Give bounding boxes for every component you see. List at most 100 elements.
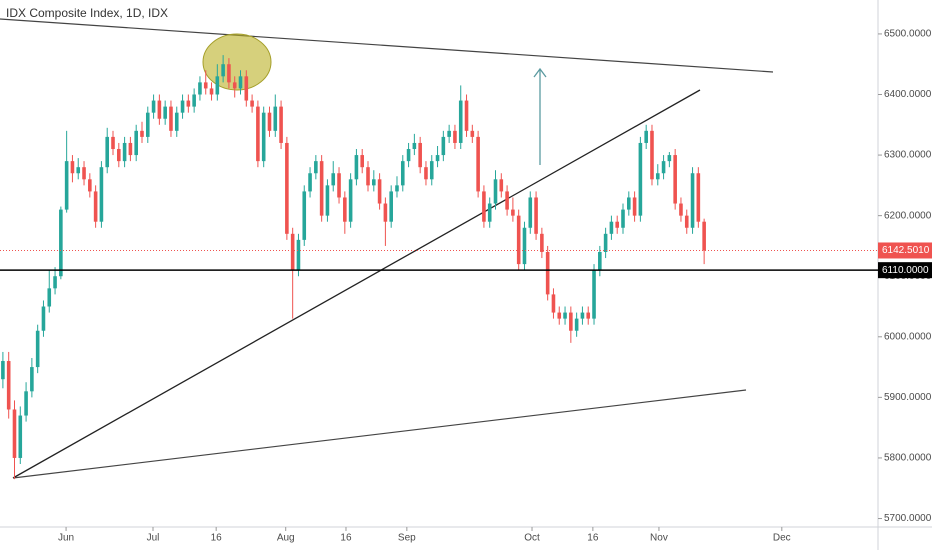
candle-body bbox=[650, 130, 654, 180]
y-tick-label: 6000.0000 bbox=[884, 331, 932, 342]
level-label: 6110.0000 bbox=[882, 265, 929, 276]
candle-body bbox=[163, 106, 167, 119]
candle-body bbox=[638, 142, 643, 216]
candle-body bbox=[215, 76, 220, 95]
last-price-box bbox=[878, 242, 932, 259]
candle-body bbox=[279, 106, 283, 143]
candle-body bbox=[354, 155, 359, 180]
candle-body bbox=[343, 197, 347, 222]
candle-body bbox=[453, 130, 457, 143]
drawings bbox=[0, 18, 774, 479]
candle-body bbox=[180, 100, 185, 113]
candle-body bbox=[621, 209, 625, 228]
candle-body bbox=[82, 167, 86, 180]
candle-body bbox=[227, 64, 231, 83]
candle-body bbox=[348, 179, 353, 222]
candle-body bbox=[140, 130, 144, 137]
candle-body bbox=[383, 203, 388, 222]
candle-body bbox=[406, 149, 411, 162]
candle-body bbox=[580, 312, 585, 319]
candle-body bbox=[6, 361, 11, 410]
candle-body bbox=[482, 191, 486, 222]
candle-body bbox=[238, 76, 243, 89]
y-tick-label: 5900.0000 bbox=[884, 392, 932, 403]
candle-body bbox=[30, 367, 34, 392]
x-tick-label: Jun bbox=[58, 533, 74, 544]
arrow-head bbox=[533, 67, 547, 78]
candle-body bbox=[667, 155, 672, 162]
candle-body bbox=[93, 191, 98, 222]
candle-body bbox=[24, 391, 28, 416]
candle-body bbox=[534, 197, 538, 234]
candle-body bbox=[545, 251, 550, 295]
candle-body bbox=[186, 100, 191, 107]
candle-body bbox=[528, 197, 533, 228]
highlight bbox=[202, 33, 272, 91]
candle-body bbox=[592, 270, 596, 319]
x-tick-label: Jul bbox=[147, 533, 160, 544]
candle-body bbox=[493, 179, 498, 204]
candle-body bbox=[400, 161, 405, 186]
candle-body bbox=[209, 88, 214, 95]
candle-body bbox=[319, 161, 324, 216]
candle-body bbox=[1, 361, 5, 380]
candle-body bbox=[447, 130, 451, 137]
candle-body bbox=[174, 112, 179, 131]
candle-body bbox=[145, 112, 150, 137]
x-tick-label: 16 bbox=[211, 533, 223, 544]
candle-body bbox=[377, 179, 382, 204]
candle-body bbox=[250, 100, 254, 107]
candle-body bbox=[192, 94, 196, 107]
candle-body bbox=[41, 306, 46, 331]
x-tick-label: 16 bbox=[340, 533, 352, 544]
x-tick-label: Aug bbox=[277, 533, 295, 544]
x-tick-label: Dec bbox=[773, 533, 791, 544]
candle-body bbox=[655, 173, 660, 180]
candle-body bbox=[314, 161, 318, 174]
y-tick-label: 6500.0000 bbox=[884, 29, 932, 40]
candle-body bbox=[256, 106, 260, 162]
candle-body bbox=[418, 142, 422, 168]
candle-body bbox=[563, 312, 567, 319]
candle-body bbox=[690, 173, 695, 228]
candle-body bbox=[569, 312, 573, 331]
candle-body bbox=[644, 130, 648, 143]
candle-body bbox=[360, 155, 365, 168]
candle-body bbox=[395, 185, 399, 192]
candle-body bbox=[505, 191, 509, 210]
candle-body bbox=[516, 215, 521, 265]
candle-body bbox=[117, 149, 121, 162]
candle-body bbox=[296, 239, 301, 271]
candle-body bbox=[35, 330, 40, 368]
candle-body bbox=[615, 221, 620, 228]
candle-body bbox=[586, 312, 591, 319]
y-tick-label: 6300.0000 bbox=[884, 150, 932, 161]
candle-body bbox=[511, 209, 515, 216]
candle-body bbox=[464, 100, 469, 131]
candle-body bbox=[337, 173, 341, 198]
candle-body bbox=[261, 112, 266, 162]
y-tick-label: 6200.0000 bbox=[884, 210, 932, 221]
candle-body bbox=[412, 142, 417, 150]
candle-body bbox=[59, 209, 63, 277]
candle-body bbox=[151, 100, 156, 113]
candle-body bbox=[389, 191, 393, 222]
candle-body bbox=[47, 288, 52, 307]
candle-body bbox=[64, 161, 69, 210]
candle-body bbox=[290, 233, 295, 271]
candle-body bbox=[598, 251, 602, 271]
candle-body bbox=[684, 215, 689, 228]
candle-body bbox=[476, 136, 480, 192]
level-label-box bbox=[878, 262, 932, 279]
candle-body bbox=[122, 142, 127, 162]
y-tick-label: 5800.0000 bbox=[884, 453, 932, 464]
candle-body bbox=[702, 221, 706, 251]
y-tick-label: 5700.0000 bbox=[884, 513, 932, 524]
candle-body bbox=[522, 227, 527, 265]
candle-body bbox=[232, 82, 237, 89]
candle-body bbox=[111, 136, 115, 150]
candle-body bbox=[424, 167, 428, 180]
candle-body bbox=[574, 318, 579, 331]
candle-body bbox=[609, 221, 614, 234]
